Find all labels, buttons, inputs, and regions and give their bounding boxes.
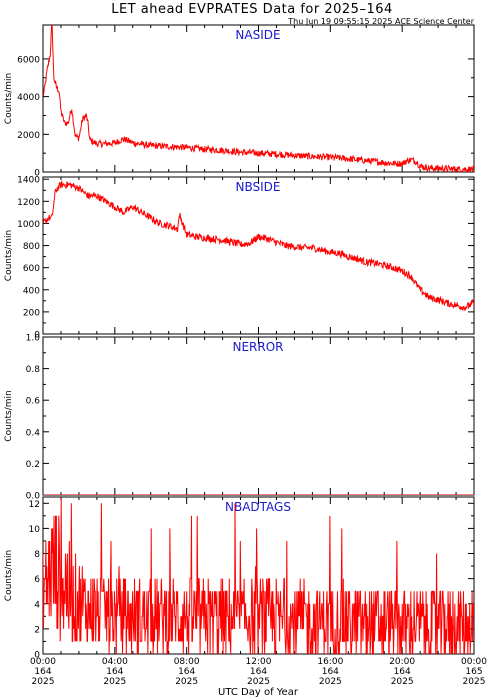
nerror-ytick-label: 0.2 bbox=[26, 460, 40, 470]
nerror-ytick-label: 0.0 bbox=[26, 492, 41, 502]
xtick-time-label: 04:00 bbox=[102, 657, 128, 667]
xtick-day-label: 164 bbox=[394, 667, 411, 677]
nerror-ytick-label: 1.0 bbox=[26, 334, 41, 344]
nbadtags-ytick-label: 4 bbox=[34, 600, 40, 610]
nbadtags-panel-label: NBADTAGS bbox=[225, 500, 291, 514]
xtick-year-label: 2025 bbox=[32, 677, 55, 687]
panel-nerror: 0.0 0.2 0.4 0.6 0.8 1.0 Counts/min NERROR bbox=[4, 334, 475, 502]
panel-nbadtags: 0 2 4 6 8 10 12 Counts/min NBADTAGS bbox=[4, 496, 475, 661]
nbadtags-ytick-label: 12 bbox=[29, 500, 40, 510]
nbside-ytick-label: 0 bbox=[34, 331, 40, 341]
x-axis-labels: 00:00164202504:00164202508:00164202512:0… bbox=[30, 657, 487, 687]
nbside-ytick-label: 1400 bbox=[17, 176, 40, 186]
nbside-ytick-label: 400 bbox=[23, 286, 40, 296]
naside-ytick-label: 6000 bbox=[17, 55, 40, 65]
nerror-ytick-label: 0.4 bbox=[26, 428, 41, 438]
xtick-year-label: 2025 bbox=[463, 677, 486, 687]
naside-panel-label: NASIDE bbox=[235, 28, 280, 42]
nbside-ytick-label: 600 bbox=[23, 264, 40, 274]
nbside-ytick-label: 800 bbox=[23, 242, 40, 252]
xtick-time-label: 16:00 bbox=[317, 657, 343, 667]
xtick-time-label: 08:00 bbox=[174, 657, 200, 667]
nbside-ytick-label: 1000 bbox=[17, 220, 40, 230]
chart-title: LET ahead EVPRATES Data for 2025–164 bbox=[111, 2, 393, 17]
naside-ytick-label: 4000 bbox=[17, 93, 40, 103]
x-axis-label: UTC Day of Year bbox=[218, 687, 299, 698]
nbadtags-ytick-label: 6 bbox=[34, 575, 40, 585]
naside-series-line bbox=[43, 25, 474, 172]
nbadtags-ylabel: Counts/min bbox=[4, 550, 14, 601]
nbadtags-ytick-label: 10 bbox=[29, 525, 41, 535]
xtick-year-label: 2025 bbox=[391, 677, 414, 687]
xtick-day-label: 164 bbox=[34, 667, 51, 677]
nbside-ytick-label: 1200 bbox=[17, 198, 40, 208]
nbside-panel-label: NBSIDE bbox=[236, 180, 281, 194]
xtick-year-label: 2025 bbox=[319, 677, 342, 687]
nbside-ytick-label: 200 bbox=[23, 308, 40, 318]
nerror-ytick-label: 0.8 bbox=[26, 365, 41, 375]
nerror-ylabel: Counts/min bbox=[4, 390, 14, 441]
xtick-year-label: 2025 bbox=[175, 677, 198, 687]
xtick-time-label: 20:00 bbox=[389, 657, 415, 667]
xtick-day-label: 164 bbox=[106, 667, 123, 677]
panels: 0200040006000Counts/minNASIDE02004006008… bbox=[4, 24, 475, 661]
nerror-frame bbox=[42, 336, 475, 496]
nbside-ylabel: Counts/min bbox=[4, 230, 14, 281]
xtick-year-label: 2025 bbox=[103, 677, 126, 687]
nbadtags-ytick-label: 2 bbox=[34, 625, 40, 635]
naside-frame bbox=[42, 24, 475, 173]
xtick-day-label: 164 bbox=[178, 667, 195, 677]
naside-ytick-label: 2000 bbox=[17, 131, 40, 141]
nbadtags-ytick-label: 0 bbox=[34, 651, 40, 661]
timestamp: Thu Jun 19 09:55:15 2025 ACE Science Cen… bbox=[287, 17, 474, 26]
naside-ylabel: Counts/min bbox=[4, 73, 14, 124]
xtick-day-label: 165 bbox=[465, 667, 482, 677]
xtick-time-label: 12:00 bbox=[246, 657, 272, 667]
xtick-day-label: 164 bbox=[250, 667, 267, 677]
nbadtags-series-line bbox=[43, 498, 474, 654]
naside-ytick-label: 0 bbox=[34, 169, 40, 179]
xtick-day-label: 164 bbox=[322, 667, 339, 677]
nerror-ytick-label: 0.6 bbox=[26, 397, 41, 407]
nbside-series-line bbox=[43, 179, 474, 311]
nerror-panel-label: NERROR bbox=[232, 340, 283, 354]
xtick-time-label: 00:00 bbox=[30, 657, 56, 667]
xtick-time-label: 00:00 bbox=[461, 657, 487, 667]
nbadtags-ytick-label: 8 bbox=[34, 550, 40, 560]
panel-nbside: 0 200 400 600 800 1000 1200 1400 Counts/min NBSID… bbox=[4, 176, 475, 341]
xtick-year-label: 2025 bbox=[247, 677, 270, 687]
